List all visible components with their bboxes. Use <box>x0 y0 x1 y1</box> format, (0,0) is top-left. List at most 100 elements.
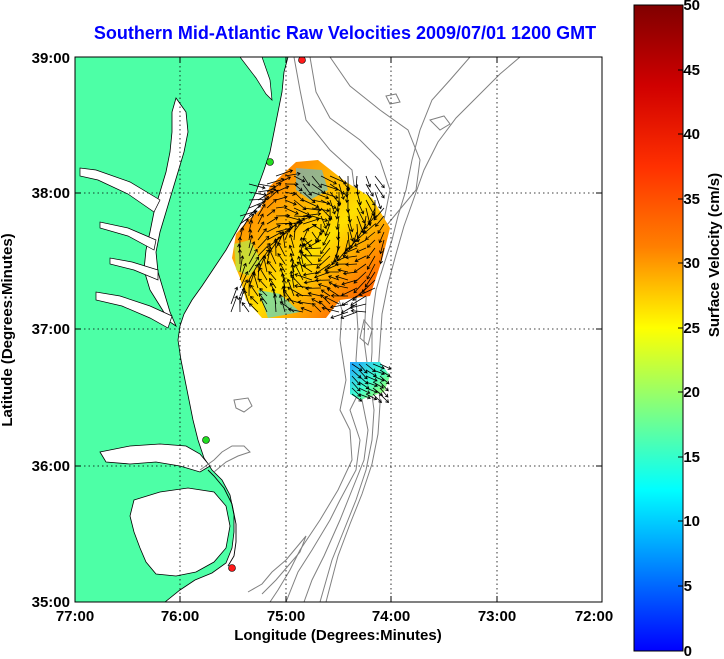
x-tick-label: 75:00 <box>267 608 305 625</box>
velocity-arrow <box>314 278 331 283</box>
velocity-arrow <box>365 175 372 188</box>
velocity-arrow <box>248 248 258 265</box>
velocity-arrow <box>316 255 331 269</box>
map-title: Southern Mid-Atlantic Raw Velocities 200… <box>93 23 597 43</box>
velocity-arrow <box>350 295 367 306</box>
velocity-arrow <box>259 287 268 297</box>
y-tick-label: 39:00 <box>32 50 70 67</box>
velocity-arrow <box>338 183 345 200</box>
velocity-arrow <box>335 275 349 281</box>
velocity-arrow <box>320 175 337 185</box>
y-tick-label: 35:00 <box>32 594 70 611</box>
james-river <box>95 291 173 329</box>
colorbar-tick-label: 45 <box>683 62 700 79</box>
velocity-arrow <box>320 215 328 230</box>
velocity-arrow <box>324 296 340 305</box>
velocity-arrow <box>257 203 266 217</box>
velocity-arrow <box>284 215 302 222</box>
outer-banks <box>207 469 237 567</box>
velocity-arrow <box>352 287 367 301</box>
velocity-arrow <box>364 271 376 288</box>
x-tick-label: 74:00 <box>372 608 410 625</box>
velocity-arrow <box>297 300 313 305</box>
velocity-arrow <box>257 191 274 201</box>
velocity-arrow <box>279 301 295 313</box>
potomac-river <box>79 167 161 213</box>
velocity-arrow <box>302 253 322 258</box>
velocity-vectors <box>230 169 392 404</box>
velocity-arrow <box>281 230 286 249</box>
velocity-arrow <box>363 223 376 234</box>
colorbar-tick-label: 30 <box>683 255 700 272</box>
velocity-arrow <box>252 272 259 289</box>
velocity-arrow <box>262 255 268 273</box>
velocity-arrow <box>290 274 304 289</box>
colorbar-tick-label: 40 <box>683 126 700 143</box>
tick-marks <box>75 57 602 602</box>
velocity-arrow <box>379 381 389 392</box>
velocity-arrow <box>366 263 376 280</box>
station-marker-red-north <box>298 57 306 64</box>
velocity-arrow <box>330 293 349 298</box>
velocity-arrow <box>284 207 299 215</box>
velocity-arrow <box>279 262 286 273</box>
velocity-arrow <box>277 252 286 265</box>
velocity-arrow <box>358 393 371 400</box>
velocity-arrow <box>286 278 295 297</box>
velocity-arrow <box>288 233 295 249</box>
velocity-arrow <box>248 200 266 209</box>
velocity-arrow <box>289 252 295 265</box>
velocity-arrow <box>317 283 331 289</box>
velocity-field-north <box>232 160 390 318</box>
velocity-arrow <box>372 381 385 389</box>
velocity-arrow <box>379 247 385 265</box>
velocity-arrow <box>329 183 346 195</box>
velocity-arrow <box>284 199 297 206</box>
bathymetry-contours <box>199 57 521 602</box>
y-tick-label: 36:00 <box>32 458 70 475</box>
velocity-arrow <box>358 387 371 394</box>
velocity-arrow <box>249 295 259 305</box>
velocity-arrow <box>374 183 385 199</box>
velocity-arrow <box>266 199 277 209</box>
velocity-arrow <box>375 215 385 227</box>
velocity-arrow <box>293 223 298 241</box>
velocity-arrow <box>366 239 376 248</box>
velocity-arrow <box>322 231 331 246</box>
velocity-arrow <box>230 286 239 305</box>
colorbar-tick-label: 0 <box>684 643 692 659</box>
colorbar <box>633 4 684 652</box>
velocity-arrow <box>259 267 268 281</box>
velocity-arrow <box>284 171 301 177</box>
velocity-arrow <box>286 297 304 305</box>
velocity-arrow <box>364 215 376 230</box>
colorbar-tick-label: 20 <box>683 384 700 401</box>
velocity-arrow <box>379 239 385 255</box>
velocity-arrow <box>257 235 270 249</box>
velocity-arrow <box>315 231 322 243</box>
velocity-arrow <box>275 195 288 201</box>
velocity-arrow <box>294 273 313 281</box>
velocity-arrow <box>340 303 358 314</box>
velocity-arrow <box>345 262 358 267</box>
velocity-arrow <box>277 242 286 257</box>
velocity-arrow <box>349 303 367 310</box>
velocity-arrow <box>305 286 322 291</box>
colorbar-tick-label: 25 <box>683 320 700 337</box>
velocity-arrow <box>340 311 358 320</box>
velocity-arrow <box>365 393 378 401</box>
velocity-arrow <box>239 271 249 289</box>
colorbar-tick-label: 15 <box>683 449 700 466</box>
velocity-arrow <box>290 263 295 281</box>
velocity-arrow <box>344 255 358 260</box>
velocity-arrow <box>257 213 264 225</box>
velocity-arrow <box>353 279 367 294</box>
velocity-arrow <box>365 183 374 197</box>
velocity-arrow <box>311 207 330 213</box>
velocity-arrow <box>311 223 325 233</box>
y-tick-label: 38:00 <box>32 185 70 202</box>
velocity-arrow <box>356 199 365 215</box>
velocity-arrow <box>257 187 277 193</box>
velocity-arrow <box>358 287 376 297</box>
